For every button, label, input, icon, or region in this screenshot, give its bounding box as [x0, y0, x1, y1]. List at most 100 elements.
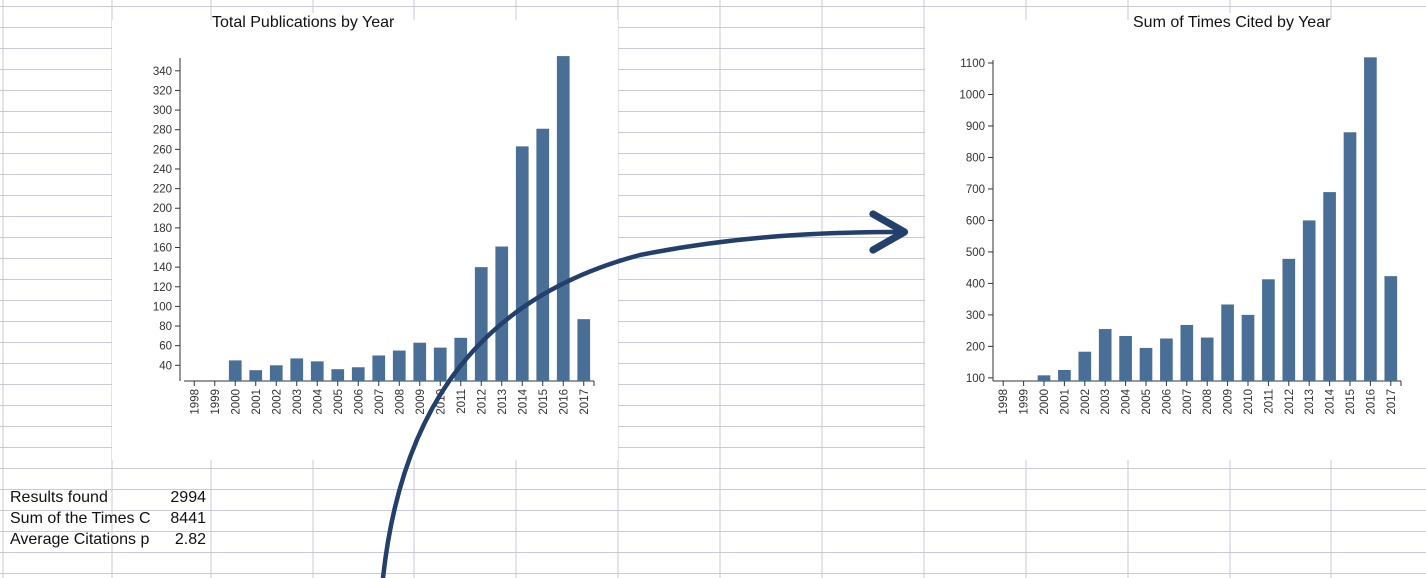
- y-tick-label: 180: [153, 223, 172, 235]
- y-tick-label: 100: [966, 373, 985, 385]
- x-tick-label: 2013: [497, 389, 509, 415]
- x-tick-label: 2006: [353, 389, 365, 415]
- y-tick-label: 100: [153, 301, 172, 313]
- x-tick-label: 1998: [998, 389, 1010, 415]
- y-tick-label: 200: [966, 341, 985, 353]
- bar-2011: [454, 337, 468, 381]
- summary-row-average: Average Citations per Item 2.82: [10, 531, 210, 551]
- x-tick-label: 2000: [230, 389, 242, 415]
- bar-2017: [1384, 276, 1398, 381]
- bar-2013: [495, 246, 509, 381]
- bar-2002: [1078, 351, 1092, 381]
- publications-bar-chart: 40 60 80 100 120 140 160 180 200 220 240 260 280 300 3…: [153, 56, 595, 415]
- bar-2015: [1343, 132, 1357, 381]
- x-tick-label: 1999: [210, 389, 222, 415]
- y-tick-label: 340: [153, 66, 172, 78]
- bar-2016: [556, 56, 570, 381]
- chart-title-citations: Sum of Times Cited by Year: [1133, 13, 1331, 32]
- y-tick-label: 1000: [959, 89, 985, 101]
- x-tick-label: 2003: [1100, 389, 1112, 415]
- x-tick-label: 2002: [271, 389, 283, 415]
- x-tick-label: 2007: [374, 389, 386, 415]
- y-tick-label: 280: [153, 125, 172, 137]
- bar-2016: [1364, 57, 1377, 381]
- y-tick-label: 800: [966, 152, 985, 164]
- x-tick-label: 2017: [1386, 389, 1398, 415]
- y-tick-label: 400: [966, 278, 985, 290]
- y-tick-label: 260: [153, 144, 172, 156]
- x-tick-label: 2010: [1243, 389, 1255, 415]
- chart-title-publications: Total Publications by Year: [212, 13, 395, 32]
- y-tick-label: 600: [966, 215, 985, 227]
- bar-2003: [290, 358, 304, 381]
- summary-label-average: Average Citations per Item: [10, 531, 150, 548]
- summary-row-results: Results found 2994: [10, 489, 210, 509]
- x-tick-label: 2011: [1263, 389, 1275, 414]
- y-tick-label: 40: [159, 360, 172, 372]
- x-tick-label: 2007: [1182, 389, 1194, 415]
- summary-value-times-cited: 8441: [170, 510, 206, 527]
- y-tick-label: 220: [153, 184, 172, 196]
- x-tick-label: 2008: [1202, 389, 1214, 415]
- bar-2008: [392, 350, 406, 381]
- bar-2015: [536, 128, 550, 381]
- bar-2014: [515, 146, 529, 381]
- x-tick-label: 2002: [1080, 389, 1092, 415]
- x-tick-label: 2001: [1059, 389, 1071, 415]
- y-tick-label: 240: [153, 164, 172, 176]
- summary-value-average: 2.82: [174, 531, 206, 548]
- bar-2002: [269, 365, 283, 381]
- x-tick-label: 2016: [1365, 389, 1377, 415]
- bar-2012: [1282, 258, 1296, 381]
- bar-2010: [433, 347, 447, 381]
- y-tick-label: 700: [966, 184, 985, 196]
- x-tick-label: 2015: [1345, 389, 1357, 415]
- y-tick-label: 120: [153, 282, 172, 294]
- x-tick-label: 2014: [517, 388, 529, 414]
- y-tick-label: 1100: [960, 58, 985, 70]
- y-tick-label: 60: [159, 341, 172, 353]
- x-tick-label: 2009: [1223, 389, 1235, 415]
- x-tick-label: 2010: [435, 389, 447, 415]
- x-tick-label: 2004: [1121, 388, 1133, 414]
- bar-2008: [1200, 337, 1214, 381]
- x-tick-label: 2016: [558, 389, 570, 415]
- bar-2010: [1241, 314, 1255, 381]
- x-tick-label: 2012: [476, 389, 488, 415]
- bar-2011: [1262, 279, 1275, 381]
- y-tick-label: 200: [153, 203, 172, 215]
- x-tick-label: 2000: [1039, 389, 1051, 415]
- y-tick-label: 320: [153, 85, 172, 97]
- y-tick-label: 500: [966, 247, 985, 259]
- bar-2007: [1180, 324, 1194, 381]
- bar-2000: [228, 360, 242, 381]
- bar-2001: [1058, 369, 1071, 381]
- x-tick-label: 2009: [415, 389, 427, 415]
- x-tick-label: 2005: [1141, 389, 1153, 415]
- bar-2009: [413, 342, 427, 381]
- x-tick-label: 2006: [1161, 389, 1173, 415]
- x-tick-label: 2017: [579, 389, 591, 415]
- bar-2009: [1221, 304, 1234, 381]
- x-tick-label: 1999: [1019, 389, 1031, 415]
- x-tick-label: 2011: [456, 389, 468, 414]
- x-tick-label: 2005: [333, 389, 345, 415]
- summary-row-times-cited: Sum of the Times Cited 8441: [10, 510, 210, 530]
- y-tick-label: 80: [159, 321, 172, 333]
- summary-label-results: Results found: [10, 489, 108, 506]
- bar-2001: [249, 370, 263, 381]
- y-tick-label: 160: [153, 243, 172, 255]
- y-tick-label: 300: [966, 310, 985, 322]
- x-tick-label: 2003: [292, 389, 304, 415]
- x-tick-label: 2004: [312, 388, 324, 414]
- bar-2012: [474, 267, 488, 381]
- x-tick-label: 1998: [189, 389, 201, 415]
- summary-value-results: 2994: [170, 489, 206, 506]
- x-tick-label: 2012: [1284, 389, 1296, 415]
- bar-2005: [1139, 347, 1153, 381]
- bar-2003: [1098, 329, 1112, 381]
- x-tick-label: 2014: [1325, 388, 1337, 414]
- citations-bar-chart: 100 200 300 400 500 600 700 800 900 1000 1100 1998 1…: [959, 57, 1402, 415]
- x-tick-label: 2008: [394, 389, 406, 415]
- y-tick-label: 140: [153, 262, 172, 274]
